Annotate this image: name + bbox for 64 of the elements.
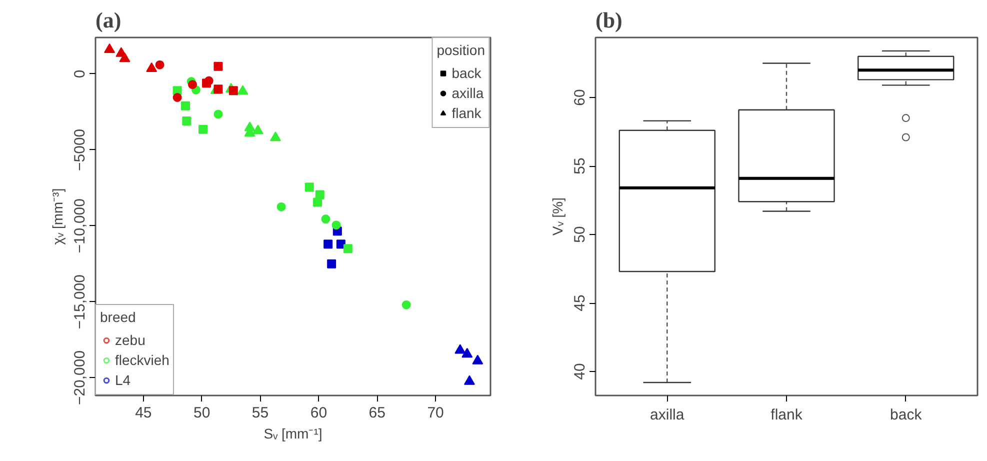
point bbox=[252, 124, 264, 134]
point bbox=[204, 76, 214, 86]
y-tick-label: 55 bbox=[572, 158, 588, 174]
annotation: position bbox=[436, 42, 485, 58]
point bbox=[276, 202, 286, 212]
legend-label: flank bbox=[452, 105, 482, 121]
point bbox=[182, 116, 192, 126]
y-tick-label: −20,000 bbox=[72, 350, 88, 406]
y-tick-label: 0 bbox=[72, 70, 88, 78]
point bbox=[119, 52, 130, 62]
point bbox=[332, 220, 341, 230]
point bbox=[462, 348, 473, 358]
point bbox=[172, 93, 182, 102]
x-tick-label: 65 bbox=[368, 404, 386, 422]
point bbox=[321, 214, 330, 224]
point bbox=[146, 62, 158, 72]
x-tick-label: axilla bbox=[650, 406, 685, 424]
point bbox=[402, 300, 411, 310]
point bbox=[472, 354, 484, 364]
x-tick-label: 70 bbox=[427, 404, 444, 422]
point bbox=[188, 80, 197, 90]
legend-title: breed bbox=[100, 309, 137, 325]
point bbox=[270, 131, 281, 142]
legend-label: back bbox=[452, 65, 482, 81]
legend-label: L4 bbox=[115, 372, 132, 388]
y-axis-title: χᵥ [mm⁻³] bbox=[50, 188, 66, 245]
x-tick-label: 60 bbox=[310, 404, 328, 422]
legend-label: zebu bbox=[115, 332, 146, 348]
point bbox=[343, 244, 352, 254]
point bbox=[214, 62, 223, 71]
x-tick-label: flank bbox=[770, 406, 803, 424]
x-tick-label: 50 bbox=[194, 404, 210, 422]
y-tick-label: 50 bbox=[572, 226, 588, 243]
point bbox=[104, 43, 116, 54]
point bbox=[198, 124, 208, 134]
point bbox=[180, 101, 190, 110]
point bbox=[228, 86, 238, 96]
y-tick-label: −5000 bbox=[72, 128, 88, 171]
x-tick-label: back bbox=[890, 406, 922, 424]
y-tick-label: −10,000 bbox=[72, 198, 88, 254]
point bbox=[324, 240, 333, 249]
point bbox=[214, 110, 223, 119]
y-tick-label: 40 bbox=[572, 363, 588, 380]
x-tick-label: 55 bbox=[252, 404, 269, 422]
point bbox=[237, 85, 248, 95]
y-tick-label: 45 bbox=[572, 294, 588, 312]
x-tick-label: 45 bbox=[135, 404, 152, 422]
point bbox=[315, 190, 324, 200]
point bbox=[313, 198, 322, 207]
legend-label: fleckvieh bbox=[115, 352, 170, 368]
point bbox=[327, 259, 336, 268]
point bbox=[336, 240, 346, 249]
y-axis-title: Vᵥ [%] bbox=[550, 198, 566, 236]
point bbox=[214, 84, 223, 94]
x-axis-title: Sᵥ [mm⁻¹] bbox=[264, 426, 322, 442]
y-tick-label: −15,000 bbox=[72, 274, 88, 330]
point bbox=[454, 344, 466, 354]
y-tick-label: 60 bbox=[572, 89, 588, 106]
chart-title: (a) bbox=[96, 8, 122, 32]
point bbox=[155, 60, 164, 70]
point bbox=[464, 375, 475, 385]
point bbox=[304, 182, 314, 192]
chart-title: (b) bbox=[596, 8, 622, 32]
legend-label: axilla bbox=[452, 85, 484, 101]
